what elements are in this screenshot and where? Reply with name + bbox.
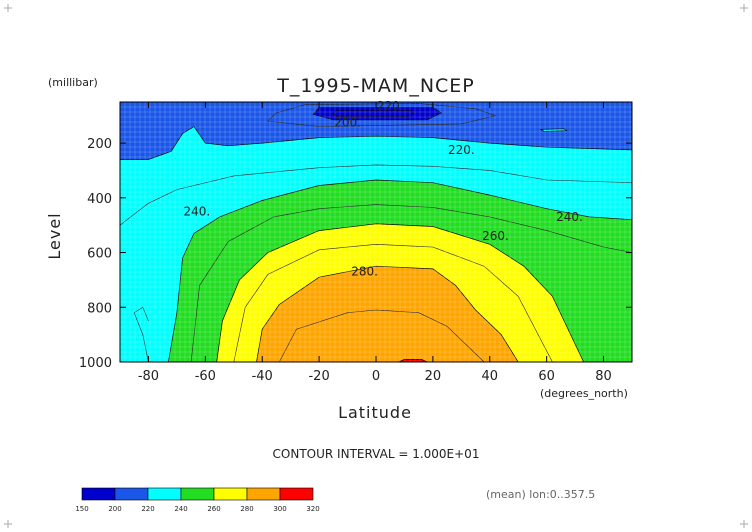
colorbar-label: 260 xyxy=(207,505,220,513)
isotherm-270 xyxy=(233,243,553,362)
grid xyxy=(120,102,632,362)
contour-label: 220. xyxy=(377,99,404,113)
colorbar-label: 220 xyxy=(141,505,154,513)
averaging-note: (mean) lon:0..357.5 xyxy=(486,488,595,501)
colorbar-swatch xyxy=(213,487,248,501)
colorbar-label: 240 xyxy=(174,505,187,513)
isotherm-290 xyxy=(279,309,485,362)
core-above-300 xyxy=(398,358,428,362)
isotherm-250 xyxy=(190,204,632,362)
contour-label: 240. xyxy=(556,210,583,224)
x-tick-label: -40 xyxy=(252,369,273,384)
colorbar-swatch xyxy=(246,487,281,501)
colorbar-swatch xyxy=(180,487,215,501)
contour-label: 220. xyxy=(448,143,475,157)
plot-area: 220. 200. 220. 240. 240. 260. 280. -80 -60 -40 -20… xyxy=(79,99,633,384)
colorbar-swatch xyxy=(279,487,314,501)
west-arm-230 xyxy=(133,306,149,362)
x-tick-label: 60 xyxy=(538,369,555,384)
islet-220 xyxy=(539,128,568,132)
y-tick-label: 600 xyxy=(87,247,112,262)
x-axis-unit: (degrees_north) xyxy=(540,387,628,400)
colorbar-swatch xyxy=(147,487,182,501)
y-tick-label: 200 xyxy=(87,137,112,152)
isotherm-230 xyxy=(120,164,632,226)
y-tick-label: 800 xyxy=(87,301,112,316)
y-axis-label: Level xyxy=(45,212,64,259)
contour-label: 280. xyxy=(351,265,378,279)
colorbar-swatch xyxy=(81,487,116,501)
x-tick-label: 40 xyxy=(482,369,499,384)
contour-interval-note: CONTOUR INTERVAL = 1.000E+01 xyxy=(273,447,480,461)
x-tick-label: 20 xyxy=(425,369,442,384)
colorbar: 150 200 220 240 260 280 300 320 xyxy=(75,487,320,513)
x-axis-label: Latitude xyxy=(338,403,412,422)
colorbar-swatch xyxy=(114,487,149,501)
y-axis-unit: (millibar) xyxy=(48,76,98,89)
colorbar-label: 320 xyxy=(306,505,319,513)
colorbar-label: 150 xyxy=(75,505,88,513)
y-tick-label: 1000 xyxy=(79,356,112,371)
band-200-220 xyxy=(120,102,632,160)
colorbar-label: 280 xyxy=(240,505,253,513)
x-tick-label: 80 xyxy=(595,369,612,384)
colorbar-label: 200 xyxy=(108,505,121,513)
contour-label: 240. xyxy=(183,204,210,218)
x-tick-label: -80 xyxy=(138,369,159,384)
x-tick-label: -60 xyxy=(195,369,216,384)
contour-label: 260. xyxy=(482,229,509,243)
page-corner-marks xyxy=(4,4,748,528)
contour-label: 200. xyxy=(334,116,361,130)
colorbar-label: 300 xyxy=(273,505,286,513)
band-280-300 xyxy=(256,265,519,362)
isotherm-210 xyxy=(267,103,497,127)
x-tick-label: 0 xyxy=(372,369,380,384)
blob-below-200 xyxy=(332,109,414,117)
y-tick-label: 400 xyxy=(87,192,112,207)
x-tick-label: -20 xyxy=(308,369,329,384)
chart-title: T_1995-MAM_NCEP xyxy=(276,75,475,97)
